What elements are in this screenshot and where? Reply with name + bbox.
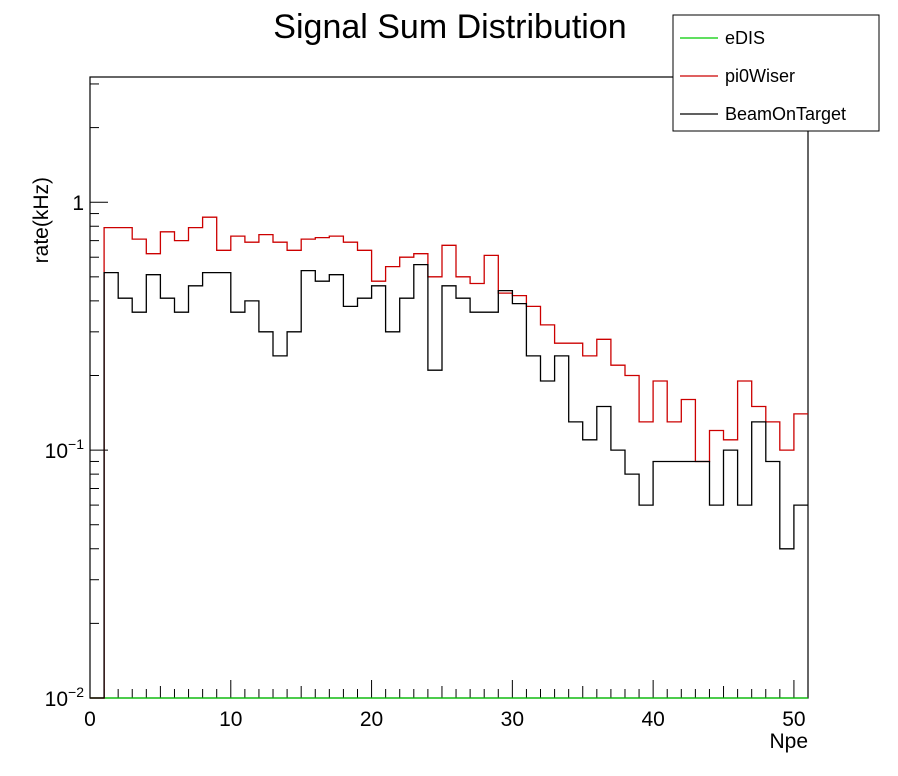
x-axis-label: Npe xyxy=(769,730,808,753)
y-tick-base: 10 xyxy=(45,440,68,463)
x-tick-label: 30 xyxy=(501,708,524,731)
y-axis-label: rate(kHz) xyxy=(30,177,53,263)
x-tick-label: 20 xyxy=(360,708,383,731)
x-tick-label: 50 xyxy=(782,708,805,731)
series-pi0wiser-line xyxy=(90,216,808,699)
y-tick-exponent: −2 xyxy=(68,684,84,700)
y-tick-base: 10 xyxy=(45,688,68,711)
series-beamontarget-line xyxy=(90,263,808,699)
y-tick-label: 10−1 xyxy=(45,436,85,463)
legend-box xyxy=(672,14,880,132)
legend: eDIS pi0Wiser BeamOnTarget xyxy=(672,14,880,132)
y-tick-exponent: −1 xyxy=(68,436,84,452)
legend-label-beamontarget: BeamOnTarget xyxy=(725,104,846,124)
x-tick-label: 10 xyxy=(219,708,242,731)
legend-label-pi0wiser: pi0Wiser xyxy=(725,66,795,86)
x-tick-label: 0 xyxy=(84,708,96,731)
chart-title: Signal Sum Distribution xyxy=(273,8,626,46)
y-tick-label: 1 xyxy=(72,192,84,215)
y-tick-label: 10−2 xyxy=(45,684,85,711)
series-layer xyxy=(90,216,808,699)
y-tick-base: 1 xyxy=(72,192,84,215)
x-axis-ticks: 0 10 20 30 40 50 xyxy=(84,680,809,731)
x-tick-label: 40 xyxy=(641,708,664,731)
legend-label-edis: eDIS xyxy=(725,28,765,48)
y-axis-ticks: 110−110−2 xyxy=(45,83,108,711)
plot-frame xyxy=(89,76,809,699)
